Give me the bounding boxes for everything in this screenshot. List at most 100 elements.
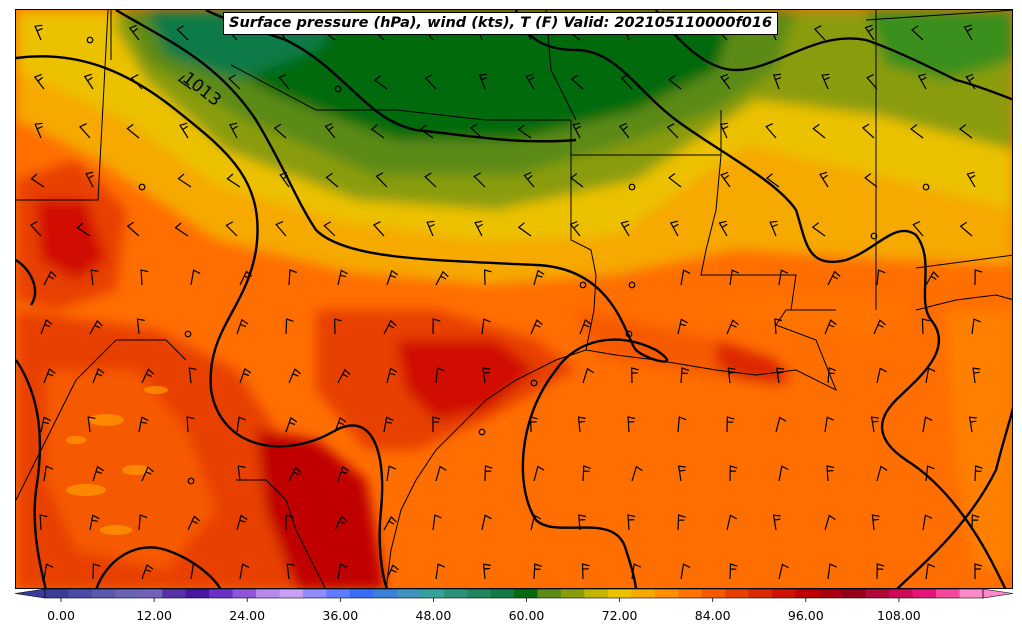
wind-barb (864, 173, 878, 188)
wind-barb (925, 367, 936, 384)
wind-barb (337, 563, 348, 580)
colorbar-bin (326, 589, 351, 598)
wind-barb (911, 25, 924, 41)
wind-barb (236, 318, 249, 335)
wind-barb (821, 73, 830, 90)
wind-barb (925, 271, 939, 286)
wind-barb (141, 368, 155, 384)
wind-barb (186, 416, 195, 433)
wind-barb (668, 75, 682, 90)
colorbar-bin (420, 589, 445, 598)
colorbar-bin (537, 589, 562, 598)
wind-barb (39, 514, 48, 531)
wind-barb (765, 123, 777, 139)
colorbar-bin (795, 589, 820, 598)
wind-barb (337, 465, 350, 482)
wind-barb (631, 563, 642, 580)
wind-barb (83, 73, 94, 90)
wind-barb (432, 318, 441, 335)
wind-barb (177, 75, 192, 90)
wind-barb (826, 465, 835, 482)
wind-barb (769, 220, 778, 237)
wind-barb (669, 220, 679, 237)
colorbar-bin (771, 589, 796, 598)
wind-barb (138, 514, 148, 531)
wind-barb (972, 367, 981, 384)
wind-barb (729, 269, 740, 286)
wind-barb (34, 122, 43, 139)
wind-barb (775, 416, 787, 433)
wind-barb (720, 171, 731, 188)
wind-barb (482, 367, 491, 384)
wind-calm-marker (478, 428, 486, 436)
terrain-texture (66, 386, 168, 535)
wind-barb (719, 122, 729, 139)
wind-barb (966, 171, 976, 188)
wind-barb (922, 416, 933, 433)
wind-barb (126, 221, 140, 237)
wind-barb (974, 465, 983, 482)
wind-barb (285, 318, 294, 335)
wind-barb (963, 24, 973, 41)
wind-barb (426, 220, 435, 237)
wind-barb (726, 416, 735, 433)
wind-barb (974, 269, 983, 286)
colorbar-bin (654, 589, 679, 598)
wind-barb (726, 514, 738, 531)
wind-barb (285, 416, 298, 433)
wind-barb (765, 173, 780, 188)
colorbar-bin (701, 589, 726, 598)
colorbar-bin (560, 589, 585, 598)
wind-barb (627, 514, 636, 531)
wind-barb (76, 222, 91, 237)
wind-barb (43, 465, 54, 482)
wind-barb (174, 222, 189, 237)
wind-barb (631, 465, 643, 482)
wind-barb (579, 319, 592, 335)
wind-barb (435, 270, 449, 286)
wind-barb (478, 73, 488, 90)
wind-barb (34, 24, 43, 41)
colorbar (15, 588, 1013, 602)
wind-barb (533, 465, 545, 482)
colorbar-bin (162, 589, 187, 598)
wind-barb (481, 318, 491, 335)
wind-barb (925, 465, 935, 482)
wind-barb (190, 563, 201, 580)
colorbar-bin (959, 589, 984, 598)
wind-barb (337, 269, 348, 286)
colorbar-bin (748, 589, 773, 598)
wind-barb (432, 416, 441, 433)
colorbar-bin (818, 589, 843, 598)
wind-barb (85, 171, 94, 188)
wind-barb (383, 515, 397, 531)
wind-barb (729, 465, 738, 482)
colorbar-tick-label: 84.00 (694, 608, 731, 623)
wind-barb (136, 318, 145, 335)
wind-barb (620, 220, 630, 237)
wind-barb (140, 269, 149, 286)
colorbar-bin (467, 589, 492, 598)
wind-barb (40, 416, 51, 433)
wind-barb (386, 367, 398, 384)
wind-barb (959, 124, 973, 139)
wind-calm-marker (138, 183, 146, 191)
wind-calm-marker (334, 85, 342, 93)
wind-barb (323, 221, 336, 237)
wind-barb (778, 465, 789, 482)
wind-barb (912, 221, 924, 237)
wind-barb (383, 416, 394, 433)
wind-barb (570, 74, 584, 90)
wind-barb (419, 124, 434, 139)
wind-barb (30, 173, 45, 188)
colorbar-tick-label: 60.00 (508, 608, 545, 623)
wind-barb (43, 270, 57, 286)
state-borders (16, 10, 1012, 588)
colorbar-bin (889, 589, 914, 598)
wind-barb (288, 466, 302, 482)
wind-barb (812, 123, 826, 139)
wind-calm-marker (628, 183, 636, 191)
wind-barb (582, 465, 591, 482)
wind-barb (481, 514, 492, 531)
wind-barb (876, 269, 886, 286)
